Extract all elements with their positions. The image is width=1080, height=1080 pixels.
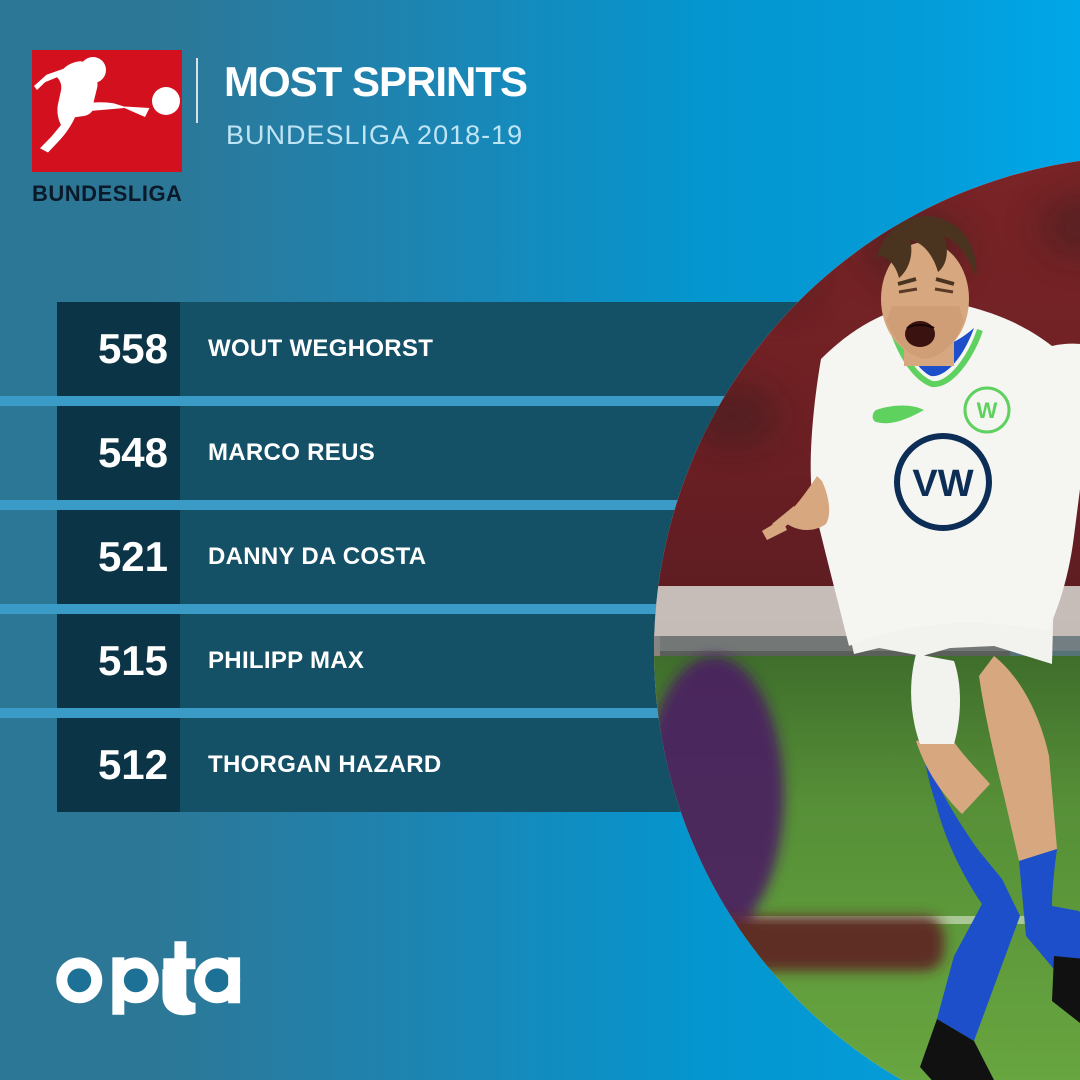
svg-text:VW: VW <box>912 463 973 505</box>
svg-text:W: W <box>976 398 997 423</box>
